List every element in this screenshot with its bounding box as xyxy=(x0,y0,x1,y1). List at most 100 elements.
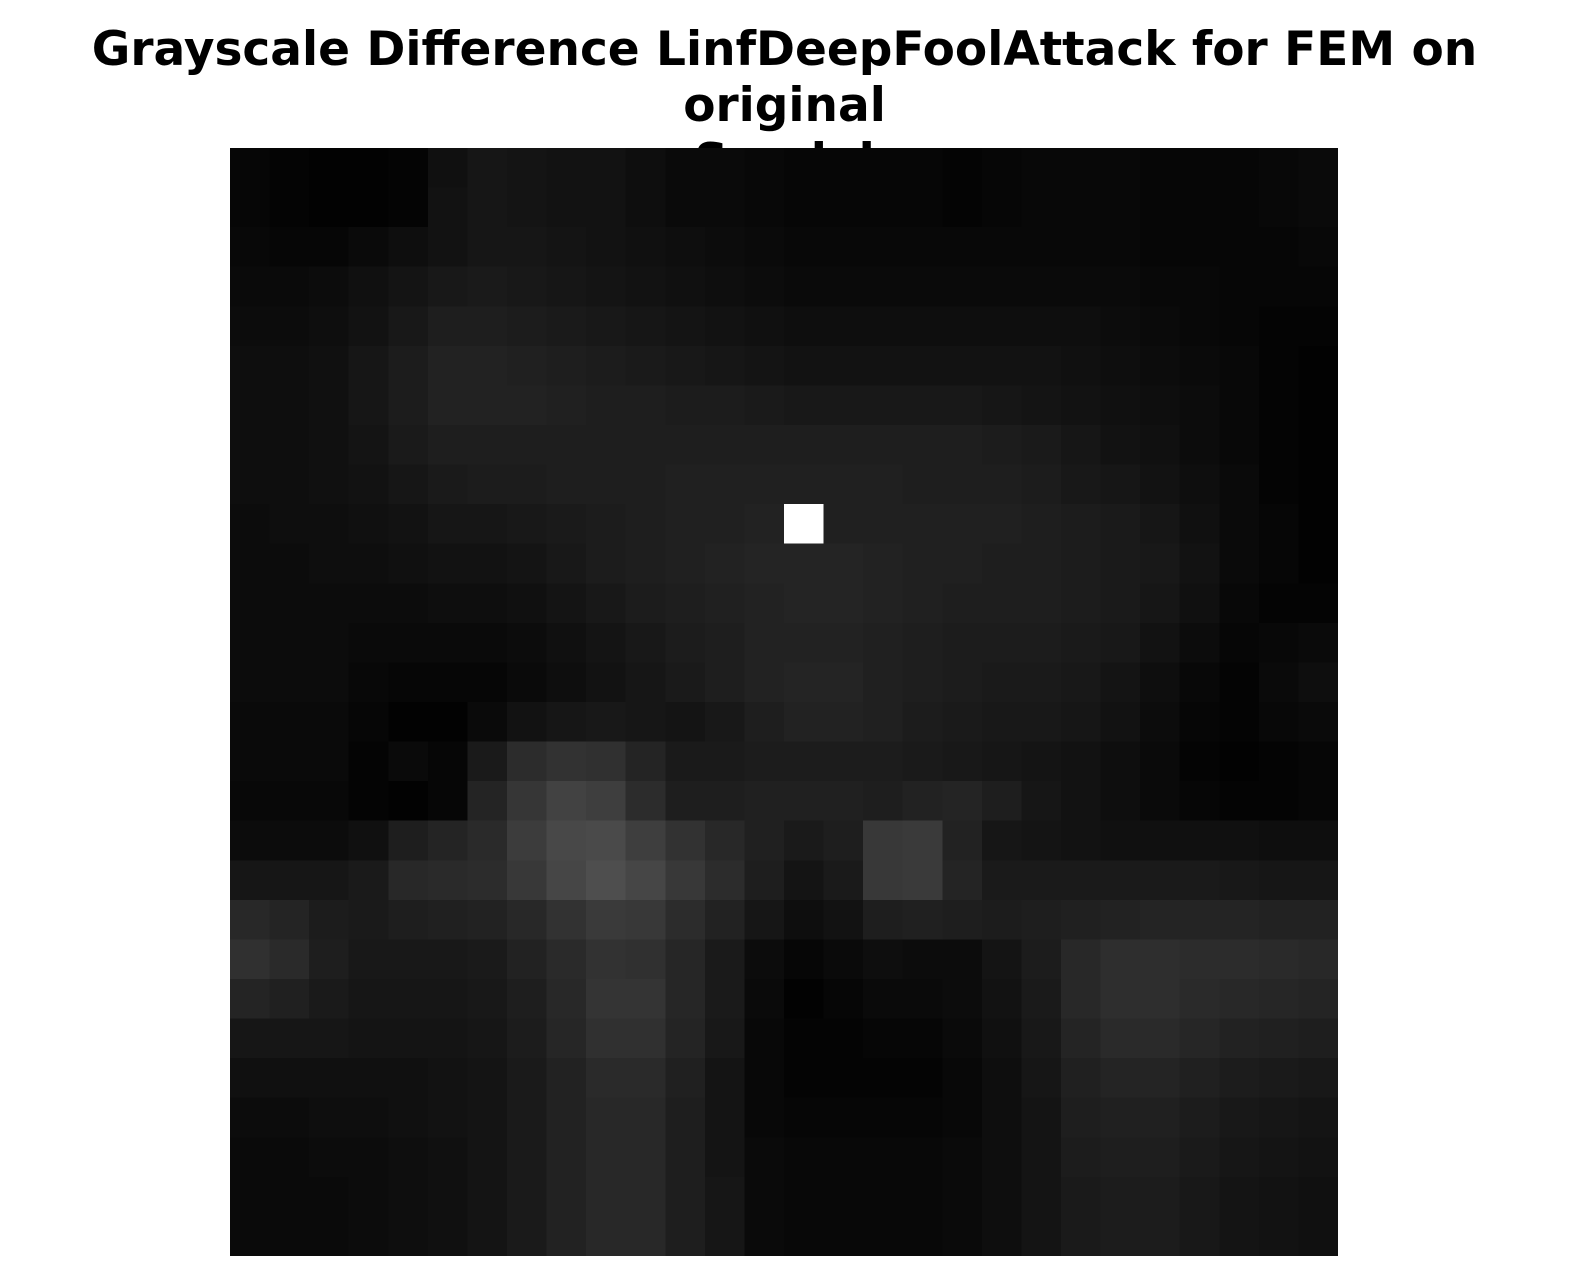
heatmap-cell-r3-c7 xyxy=(507,266,548,307)
heatmap-cell-r5-c1 xyxy=(269,345,310,386)
heatmap-cell-r2-c9 xyxy=(586,227,627,268)
heatmap-cell-r20-c21 xyxy=(1061,939,1102,980)
heatmap-cell-r11-c21 xyxy=(1061,583,1102,624)
heatmap-cell-r5-c13 xyxy=(744,345,785,386)
heatmap-cell-r26-c2 xyxy=(309,1176,350,1217)
heatmap-cell-r9-c5 xyxy=(427,504,468,545)
heatmap-cell-r27-c2 xyxy=(309,1216,350,1256)
heatmap-cell-r15-c5 xyxy=(427,741,468,782)
heatmap-cell-r8-c12 xyxy=(704,464,745,505)
heatmap-cell-r8-c14 xyxy=(784,464,825,505)
heatmap-cell-r2-c6 xyxy=(467,227,508,268)
heatmap-cell-r2-c1 xyxy=(269,227,310,268)
heatmap-cell-r15-c11 xyxy=(665,741,706,782)
heatmap-cell-r2-c3 xyxy=(348,227,389,268)
heatmap-cell-r20-c12 xyxy=(704,939,745,980)
heatmap-cell-r8-c17 xyxy=(902,464,943,505)
heatmap-cell-r16-c22 xyxy=(1100,781,1141,822)
heatmap-cell-r2-c15 xyxy=(823,227,864,268)
heatmap-cell-r2-c13 xyxy=(744,227,785,268)
heatmap-cell-r25-c21 xyxy=(1061,1137,1102,1178)
heatmap-cell-r13-c23 xyxy=(1140,662,1181,703)
heatmap-cell-r17-c9 xyxy=(586,820,627,861)
heatmap-cell-r24-c25 xyxy=(1219,1097,1260,1138)
heatmap-cell-r19-c1 xyxy=(269,899,310,940)
heatmap-cell-r5-c25 xyxy=(1219,345,1260,386)
heatmap-cell-r3-c17 xyxy=(902,266,943,307)
heatmap-cell-r17-c3 xyxy=(348,820,389,861)
heatmap-cell-r21-c1 xyxy=(269,979,310,1020)
heatmap-cell-r12-c4 xyxy=(388,622,429,663)
heatmap-cell-r5-c23 xyxy=(1140,345,1181,386)
heatmap-cell-r15-c10 xyxy=(625,741,666,782)
heatmap-cell-r0-c7 xyxy=(507,148,548,189)
heatmap-cell-r11-c3 xyxy=(348,583,389,624)
heatmap-cell-r0-c19 xyxy=(981,148,1022,189)
heatmap-cell-r18-c10 xyxy=(625,860,666,901)
heatmap-cell-r12-c15 xyxy=(823,622,864,663)
heatmap-cell-r13-c10 xyxy=(625,662,666,703)
heatmap-cell-r3-c4 xyxy=(388,266,429,307)
heatmap-cell-r23-c0 xyxy=(230,1058,271,1099)
heatmap-cell-r26-c7 xyxy=(507,1176,548,1217)
heatmap-cell-r11-c1 xyxy=(269,583,310,624)
heatmap-cell-r10-c16 xyxy=(863,543,904,584)
heatmap-cell-r17-c18 xyxy=(942,820,983,861)
heatmap-cell-r16-c8 xyxy=(546,781,587,822)
heatmap-cell-r24-c10 xyxy=(625,1097,666,1138)
heatmap-cell-r4-c18 xyxy=(942,306,983,347)
heatmap-cell-r15-c16 xyxy=(863,741,904,782)
heatmap-cell-r14-c20 xyxy=(1021,702,1062,743)
heatmap-cell-r23-c23 xyxy=(1140,1058,1181,1099)
heatmap-cell-r26-c17 xyxy=(902,1176,943,1217)
heatmap-cell-r12-c14 xyxy=(784,622,825,663)
heatmap-cell-r9-c8 xyxy=(546,504,587,545)
heatmap-cell-r21-c26 xyxy=(1258,979,1299,1020)
heatmap-cell-r1-c10 xyxy=(625,187,666,228)
heatmap-cell-r16-c3 xyxy=(348,781,389,822)
heatmap-cell-r7-c16 xyxy=(863,425,904,466)
heatmap-cell-r27-c5 xyxy=(427,1216,468,1256)
heatmap-cell-r21-c6 xyxy=(467,979,508,1020)
heatmap-cell-r8-c6 xyxy=(467,464,508,505)
heatmap-cell-r16-c17 xyxy=(902,781,943,822)
heatmap-cell-r27-c22 xyxy=(1100,1216,1141,1256)
heatmap-cell-r3-c11 xyxy=(665,266,706,307)
heatmap-cell-r9-c6 xyxy=(467,504,508,545)
heatmap-cell-r19-c0 xyxy=(230,899,271,940)
heatmap-cell-r24-c14 xyxy=(784,1097,825,1138)
heatmap-cell-r3-c23 xyxy=(1140,266,1181,307)
heatmap-cell-r13-c14 xyxy=(784,662,825,703)
heatmap-cell-r19-c14 xyxy=(784,899,825,940)
heatmap-cell-r20-c27 xyxy=(1298,939,1338,980)
heatmap-cell-r3-c25 xyxy=(1219,266,1260,307)
heatmap-cell-r12-c19 xyxy=(981,622,1022,663)
heatmap-cell-r8-c13 xyxy=(744,464,785,505)
heatmap-cell-r11-c2 xyxy=(309,583,350,624)
heatmap-cell-r25-c16 xyxy=(863,1137,904,1178)
heatmap-cell-r3-c12 xyxy=(704,266,745,307)
heatmap-cell-r25-c15 xyxy=(823,1137,864,1178)
heatmap-cell-r8-c0 xyxy=(230,464,271,505)
heatmap-cell-r1-c5 xyxy=(427,187,468,228)
heatmap-cell-r10-c10 xyxy=(625,543,666,584)
heatmap-cell-r10-c4 xyxy=(388,543,429,584)
heatmap-cell-r4-c5 xyxy=(427,306,468,347)
heatmap-cell-r22-c6 xyxy=(467,1018,508,1059)
heatmap-cell-r23-c22 xyxy=(1100,1058,1141,1099)
heatmap-cell-r9-c17 xyxy=(902,504,943,545)
heatmap-cell-r21-c11 xyxy=(665,979,706,1020)
heatmap-cell-r1-c2 xyxy=(309,187,350,228)
heatmap-cell-r13-c21 xyxy=(1061,662,1102,703)
heatmap-cell-r13-c5 xyxy=(427,662,468,703)
heatmap-cell-r16-c21 xyxy=(1061,781,1102,822)
chart-title: Grayscale Difference LinfDeepFoolAttack … xyxy=(0,22,1569,190)
heatmap-cell-r21-c10 xyxy=(625,979,666,1020)
heatmap-cell-r4-c2 xyxy=(309,306,350,347)
heatmap-cell-r0-c0 xyxy=(230,148,271,189)
heatmap-cell-r19-c3 xyxy=(348,899,389,940)
heatmap-cell-r6-c19 xyxy=(981,385,1022,426)
heatmap-cell-r16-c6 xyxy=(467,781,508,822)
heatmap-cell-r26-c21 xyxy=(1061,1176,1102,1217)
heatmap-cell-r9-c11 xyxy=(665,504,706,545)
